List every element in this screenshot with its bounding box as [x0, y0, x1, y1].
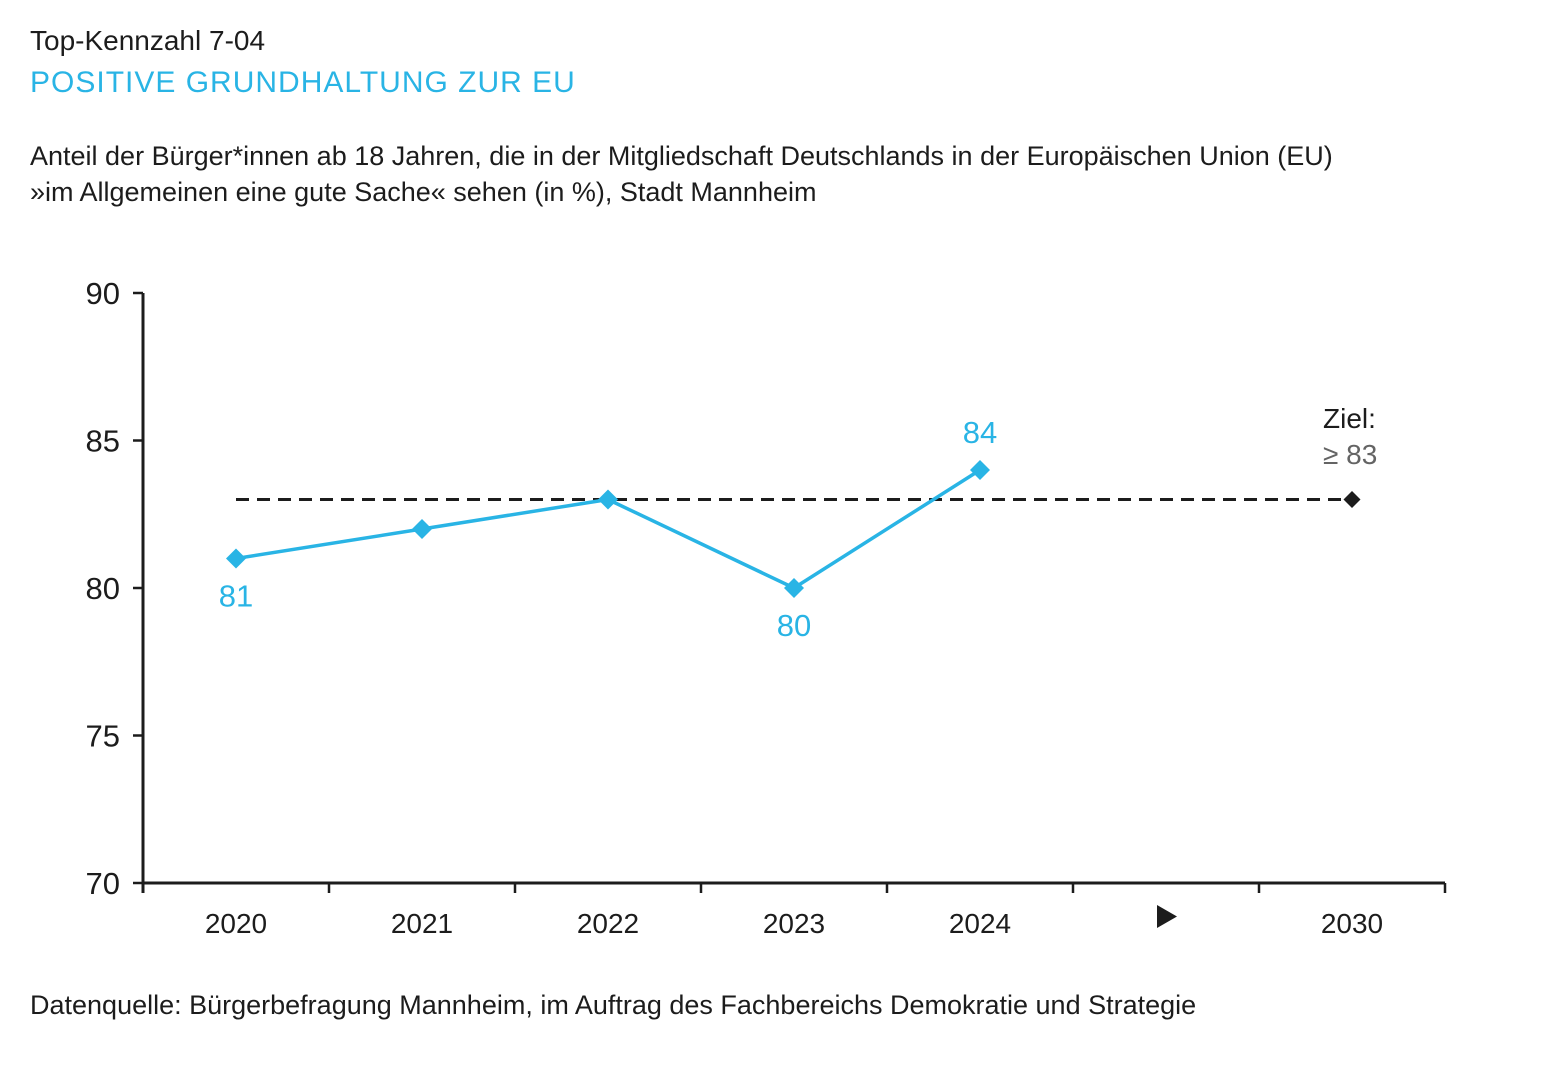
page-title: POSITIVE GRUNDHALTUNG ZUR EU	[30, 66, 576, 99]
chart-series	[226, 460, 990, 598]
target-label-title: Ziel:	[1323, 403, 1376, 434]
data-point-diamond	[226, 548, 246, 569]
data-point-label: 81	[219, 579, 253, 614]
data-point-diamond	[412, 519, 432, 539]
chart-axes: 70 75 80 85 90 2020 2021 2022 2023 2024 2030	[86, 276, 1447, 939]
data-point-label: 84	[963, 415, 997, 450]
data-point-diamond	[970, 460, 990, 480]
y-axis-tick-label: 75	[86, 719, 120, 754]
x-axis-year-label: 2020	[205, 908, 267, 939]
chart-labels: Ziel: ≥ 83 81 80 84	[219, 403, 1378, 643]
x-axis-year-label: 2024	[949, 908, 1011, 939]
target-label-value: ≥ 83	[1323, 439, 1377, 470]
chart-subtitle-line1: Anteil der Bürger*innen ab 18 Jahren, di…	[30, 141, 1333, 171]
data-point-diamond	[598, 489, 618, 510]
y-axis-tick-label: 85	[86, 424, 120, 459]
x-axis-year-label: 2023	[763, 908, 825, 939]
y-axis-tick-label: 70	[86, 866, 120, 901]
y-axis-tick-label: 90	[86, 276, 120, 311]
x-axis-target-year-label: 2030	[1321, 908, 1383, 939]
series-line	[235, 468, 981, 590]
data-point-label: 80	[777, 608, 811, 643]
chart-subtitle-line2: »im Allgemeinen eine gute Sache« sehen (…	[30, 177, 817, 207]
chart-subtitle: Anteil der Bürger*innen ab 18 Jahren, di…	[30, 138, 1333, 210]
x-axis-year-label: 2022	[577, 908, 639, 939]
data-point-diamond	[784, 578, 804, 598]
y-axis-tick-label: 80	[86, 571, 120, 606]
data-source-note: Datenquelle: Bürgerbefragung Mannheim, i…	[30, 990, 1197, 1020]
kennzahl-label: Top-Kennzahl 7-04	[30, 25, 266, 56]
play-arrow-icon	[1157, 905, 1177, 928]
x-axis-year-label: 2021	[391, 908, 453, 939]
target-diamond-marker	[1343, 491, 1361, 508]
chart-target-line	[236, 491, 1361, 508]
